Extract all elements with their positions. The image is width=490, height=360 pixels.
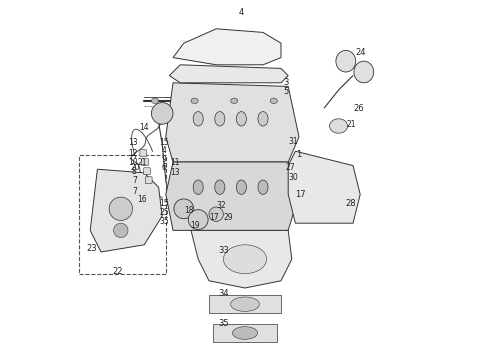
FancyBboxPatch shape bbox=[142, 159, 148, 166]
Text: 13: 13 bbox=[128, 138, 138, 147]
Text: 9: 9 bbox=[162, 155, 167, 163]
Ellipse shape bbox=[354, 61, 374, 83]
FancyBboxPatch shape bbox=[145, 177, 152, 184]
Text: 15: 15 bbox=[159, 138, 169, 147]
Text: 18: 18 bbox=[184, 206, 194, 215]
Polygon shape bbox=[288, 151, 360, 223]
Ellipse shape bbox=[258, 180, 268, 194]
Text: 31: 31 bbox=[289, 137, 298, 146]
Text: 35: 35 bbox=[159, 217, 169, 226]
Text: 34: 34 bbox=[218, 289, 229, 298]
Text: 25: 25 bbox=[159, 208, 169, 217]
Ellipse shape bbox=[236, 180, 246, 194]
Ellipse shape bbox=[188, 210, 208, 230]
Polygon shape bbox=[213, 324, 277, 342]
Text: 5: 5 bbox=[284, 87, 289, 96]
Text: 27: 27 bbox=[285, 163, 295, 172]
FancyBboxPatch shape bbox=[144, 168, 150, 175]
Polygon shape bbox=[173, 29, 281, 65]
FancyBboxPatch shape bbox=[140, 150, 147, 157]
Ellipse shape bbox=[215, 180, 225, 194]
Ellipse shape bbox=[215, 112, 225, 126]
Ellipse shape bbox=[209, 207, 223, 221]
Ellipse shape bbox=[232, 327, 258, 339]
Text: 21: 21 bbox=[138, 158, 147, 166]
Polygon shape bbox=[209, 295, 281, 313]
Text: 24: 24 bbox=[355, 48, 366, 57]
Ellipse shape bbox=[231, 98, 238, 104]
Ellipse shape bbox=[193, 180, 203, 194]
Text: 1: 1 bbox=[296, 150, 302, 159]
Polygon shape bbox=[191, 230, 292, 288]
Text: 33: 33 bbox=[218, 246, 229, 255]
Text: 20: 20 bbox=[130, 163, 140, 172]
Text: 26: 26 bbox=[353, 104, 364, 113]
Text: 28: 28 bbox=[346, 199, 357, 208]
Text: 13: 13 bbox=[170, 168, 180, 177]
Ellipse shape bbox=[270, 98, 277, 104]
Ellipse shape bbox=[231, 297, 259, 311]
Ellipse shape bbox=[193, 112, 203, 126]
Polygon shape bbox=[166, 83, 299, 162]
Text: 15: 15 bbox=[159, 199, 169, 208]
Text: 7: 7 bbox=[133, 176, 138, 185]
Ellipse shape bbox=[330, 119, 347, 133]
Text: 8: 8 bbox=[131, 166, 136, 176]
Text: 10: 10 bbox=[128, 158, 138, 166]
Text: 6: 6 bbox=[162, 163, 167, 172]
Text: 19: 19 bbox=[190, 220, 199, 230]
Polygon shape bbox=[166, 162, 299, 230]
Text: 17: 17 bbox=[295, 190, 306, 199]
Text: 4: 4 bbox=[162, 146, 167, 155]
Polygon shape bbox=[170, 65, 288, 83]
Text: 7: 7 bbox=[133, 187, 138, 196]
Text: 22: 22 bbox=[112, 267, 122, 276]
Ellipse shape bbox=[236, 112, 246, 126]
Ellipse shape bbox=[151, 103, 173, 124]
Text: 14: 14 bbox=[139, 123, 149, 132]
Text: 12: 12 bbox=[129, 149, 138, 158]
Text: 17: 17 bbox=[210, 213, 219, 222]
Text: 29: 29 bbox=[224, 213, 234, 222]
Text: 3: 3 bbox=[284, 78, 289, 87]
Text: 23: 23 bbox=[87, 244, 98, 253]
Text: 35: 35 bbox=[218, 320, 229, 328]
Text: 21: 21 bbox=[346, 120, 356, 129]
Text: 30: 30 bbox=[289, 173, 298, 182]
Polygon shape bbox=[90, 169, 162, 252]
Text: 4: 4 bbox=[239, 8, 244, 17]
Text: 16: 16 bbox=[138, 195, 147, 204]
Text: 11: 11 bbox=[170, 158, 179, 167]
Ellipse shape bbox=[223, 245, 267, 274]
Ellipse shape bbox=[258, 112, 268, 126]
Text: 32: 32 bbox=[217, 201, 226, 210]
Ellipse shape bbox=[336, 50, 356, 72]
Ellipse shape bbox=[114, 223, 128, 238]
Ellipse shape bbox=[174, 199, 194, 219]
Ellipse shape bbox=[109, 197, 132, 220]
Ellipse shape bbox=[191, 98, 198, 104]
Ellipse shape bbox=[151, 98, 159, 104]
